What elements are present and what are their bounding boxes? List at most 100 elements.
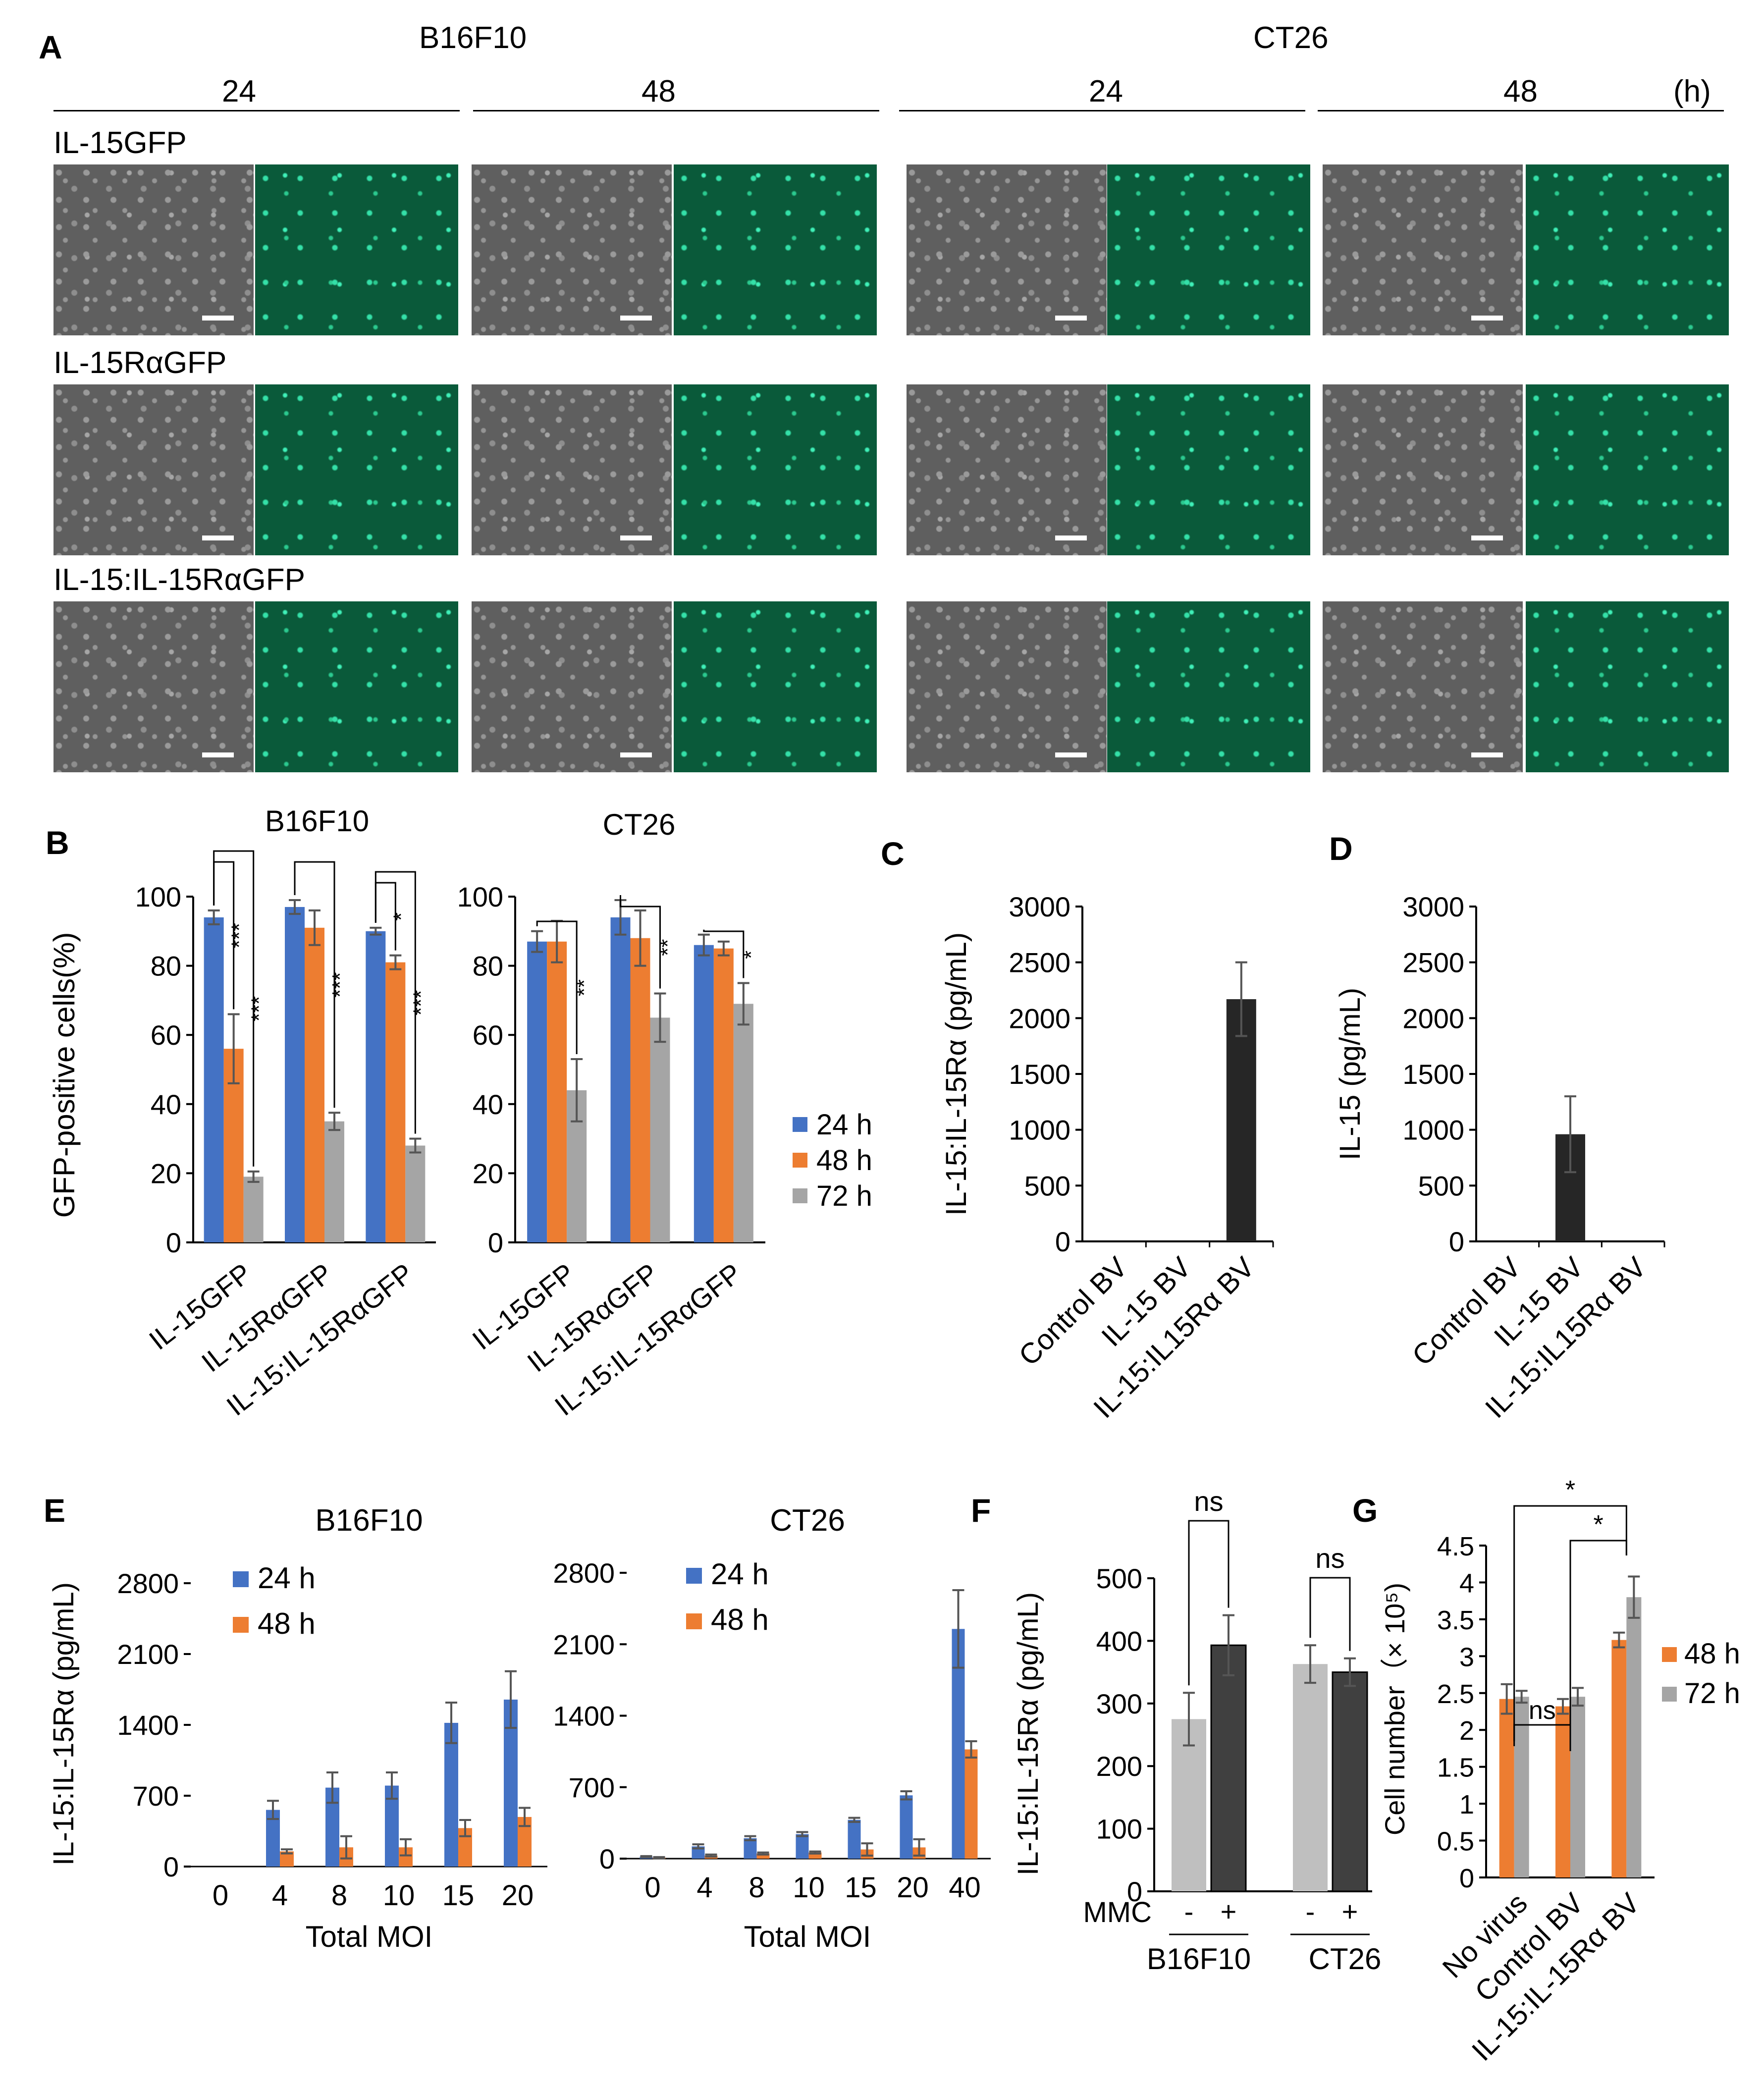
bar xyxy=(405,1145,426,1242)
y-tick-label: 60 xyxy=(473,1019,503,1051)
phase-contrast-image xyxy=(53,164,254,335)
time-header-ct26-48: 48 xyxy=(1503,74,1538,108)
scale-bar xyxy=(620,316,652,321)
bar xyxy=(630,938,650,1242)
x-tick-label: 8 xyxy=(748,1872,764,1904)
phase-contrast-image xyxy=(907,384,1107,555)
significance-bracket xyxy=(1188,1520,1229,1686)
row-label-il15ragfp: IL-15RαGFP xyxy=(53,346,227,380)
y-tick-label: 1 xyxy=(1459,1790,1474,1819)
y-tick-label: 4.5 xyxy=(1437,1532,1474,1561)
phase-contrast-image xyxy=(1323,601,1523,772)
y-tick-label: 4 xyxy=(1459,1568,1474,1598)
y-tick-label: 100 xyxy=(457,881,503,912)
y-tick-label: 1.5 xyxy=(1437,1753,1474,1783)
y-tick-label: 500 xyxy=(1418,1170,1464,1201)
legend-label: 72 h xyxy=(816,1180,872,1212)
y-tick-label: 0 xyxy=(1459,1864,1474,1893)
y-tick-label: 0 xyxy=(488,1227,503,1258)
bar xyxy=(1499,1699,1514,1877)
y-tick-label: 2000 xyxy=(1402,1003,1464,1034)
bar xyxy=(744,1838,757,1859)
bar xyxy=(305,927,324,1242)
scale-bar xyxy=(1055,752,1087,757)
phase-contrast-image xyxy=(907,164,1107,335)
bar xyxy=(444,1722,458,1867)
legend-label: 48 h xyxy=(258,1607,316,1640)
phase-contrast-image xyxy=(472,164,672,335)
significance-bracket xyxy=(620,895,661,989)
bar xyxy=(1611,1640,1627,1877)
scale-bar xyxy=(1055,316,1087,321)
ct26-header: CT26 xyxy=(1253,21,1329,55)
bar xyxy=(1332,1671,1368,1892)
group-label: CT26 xyxy=(1309,1942,1382,1976)
legend-label: 48 h xyxy=(711,1603,769,1636)
y-tick-label: 80 xyxy=(473,951,503,982)
bar xyxy=(204,917,224,1242)
time-header-ct26-24: 24 xyxy=(1089,74,1123,108)
y-tick-label: 300 xyxy=(1096,1688,1142,1719)
bar xyxy=(964,1749,978,1859)
y-axis-label: IL-15 (pg/mL) xyxy=(1334,988,1366,1160)
panel-f-label: F xyxy=(971,1492,991,1529)
x-axis-label: Total MOI xyxy=(744,1920,871,1953)
y-tick-label: 0 xyxy=(599,1843,615,1874)
bar xyxy=(796,1834,809,1859)
legend-label: 24 h xyxy=(258,1561,316,1595)
b16f10-header: B16F10 xyxy=(419,21,527,55)
bar xyxy=(366,931,386,1242)
y-tick-label: 700 xyxy=(133,1780,179,1812)
significance-label: ** xyxy=(656,939,680,956)
significance-label: * xyxy=(389,912,413,921)
bar xyxy=(1514,1697,1529,1877)
y-tick-label: 2800 xyxy=(553,1557,615,1589)
bar xyxy=(527,941,547,1242)
significance-bracket xyxy=(374,871,416,1134)
header-line-3 xyxy=(899,110,1305,111)
panel-e-label: E xyxy=(44,1492,66,1529)
header-line-4 xyxy=(1318,110,1724,111)
row-label-il15gfp: IL-15GFP xyxy=(53,126,187,160)
significance-label: *** xyxy=(247,996,271,1021)
gfp-fluorescence-image xyxy=(1107,384,1310,555)
scale-bar xyxy=(1055,535,1087,540)
y-tick-label: 400 xyxy=(1096,1625,1142,1657)
significance-bracket xyxy=(294,861,335,1108)
y-tick-label: 3000 xyxy=(1009,891,1070,922)
bar xyxy=(733,1004,753,1242)
phase-contrast-image xyxy=(472,601,672,772)
x-tick-label: - xyxy=(1306,1896,1315,1927)
legend-swatch xyxy=(793,1153,807,1168)
chart-title: CT26 xyxy=(770,1503,845,1538)
scale-bar xyxy=(620,535,652,540)
significance-bracket xyxy=(536,920,578,1055)
scale-bar xyxy=(1471,535,1503,540)
significance-label: * xyxy=(739,951,763,959)
y-tick-label: 500 xyxy=(1096,1563,1142,1594)
legend-swatch xyxy=(686,1613,702,1629)
chart-title: CT26 xyxy=(603,808,676,841)
x-tick-label: 15 xyxy=(442,1879,475,1912)
panel-g-label: G xyxy=(1352,1492,1378,1529)
y-tick-label: 40 xyxy=(151,1089,181,1120)
x-tick-label: + xyxy=(1342,1896,1358,1927)
scale-bar xyxy=(1471,752,1503,757)
scale-bar xyxy=(620,752,652,757)
y-axis-label: IL-15:IL-15Rα (pg/mL) xyxy=(1012,1592,1044,1875)
y-tick-label: 20 xyxy=(151,1158,181,1189)
panel-c-label: C xyxy=(881,835,905,872)
y-tick-label: 0 xyxy=(1449,1226,1464,1257)
scale-bar xyxy=(1471,316,1503,321)
x-tick-label: 4 xyxy=(272,1879,288,1912)
legend-label: 24 h xyxy=(711,1557,769,1591)
bar xyxy=(610,917,631,1242)
bar xyxy=(1626,1597,1642,1877)
gfp-fluorescence-image xyxy=(674,164,877,335)
bar xyxy=(285,907,305,1242)
significance-label: ns xyxy=(1315,1543,1344,1574)
legend-swatch xyxy=(1662,1647,1677,1662)
bar xyxy=(1210,1644,1247,1892)
bar xyxy=(1555,1706,1570,1877)
group-label: B16F10 xyxy=(1147,1942,1251,1976)
